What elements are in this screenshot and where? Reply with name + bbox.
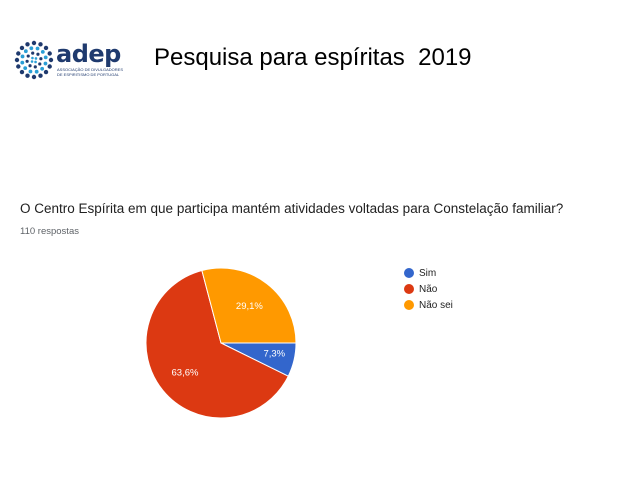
logo-dot: [23, 49, 28, 54]
logo-subtitle: ASSOCIAÇÃO DE DIVULGADORES DE ESPIRITISM…: [57, 67, 124, 77]
logo-dot: [34, 57, 38, 60]
logo-dot: [39, 57, 43, 61]
logo-dot: [25, 42, 30, 47]
legend-swatch: [404, 268, 414, 278]
logo-dot: [25, 59, 29, 63]
pie-chart: 7,3% 63,6% 29,1%: [145, 267, 297, 419]
legend-item: Não sei: [404, 297, 453, 313]
logo-dot: [40, 66, 45, 71]
logo-dot: [19, 69, 25, 75]
logo-dot: [34, 69, 39, 74]
logo-dot: [14, 57, 20, 63]
response-count: 110 respostas: [20, 226, 79, 237]
logo-dot: [43, 45, 49, 51]
logo-dot: [28, 69, 33, 74]
data-label-não-sei: 29,1%: [236, 301, 263, 312]
legend-label: Não: [419, 283, 438, 295]
logo-dot: [16, 51, 21, 56]
logo-dot: [20, 54, 25, 59]
logo-text: adep: [56, 40, 121, 68]
logo-dot: [20, 60, 25, 65]
logo-dot: [33, 65, 37, 69]
logo-dot: [29, 46, 34, 51]
legend-swatch: [404, 300, 414, 310]
logo-dot: [43, 69, 49, 75]
chart-title: O Centro Espírita em que participa manté…: [20, 201, 564, 216]
legend-item: Não: [404, 281, 453, 297]
logo-dot: [40, 49, 45, 54]
logo-dot: [23, 66, 28, 71]
pie-slice-não-sei: [201, 267, 297, 344]
logo-dot: [43, 61, 48, 66]
logo-dot: [26, 54, 30, 58]
logo-dot: [28, 64, 32, 68]
data-label-não: 63,6%: [172, 367, 199, 378]
pie-slice-não: [145, 269, 289, 419]
logo-dot: [47, 64, 52, 69]
logo-dot: [25, 73, 30, 78]
logo-dot: [19, 45, 25, 51]
logo-dot: [47, 51, 52, 56]
logo-dot: [30, 60, 34, 63]
logo-dot: [16, 64, 21, 69]
logo-dot: [34, 60, 37, 64]
adep-logo: adep ASSOCIAÇÃO DE DIVULGADORES DE ESPIR…: [14, 40, 124, 82]
legend-label: Não sei: [419, 299, 453, 311]
logo-dot: [31, 40, 37, 46]
legend-swatch: [404, 284, 414, 294]
logo-dot: [38, 42, 43, 47]
logo-dots-icon: [14, 40, 54, 80]
logo-dot: [36, 52, 40, 56]
legend-item: Sim: [404, 265, 453, 281]
slide-title: Pesquisa para espíritas 2019: [154, 44, 472, 71]
chart-legend: Sim Não Não sei: [404, 265, 453, 313]
logo-dot: [38, 62, 42, 66]
logo-dot: [48, 57, 54, 63]
legend-label: Sim: [419, 267, 437, 279]
logo-dot: [31, 51, 35, 55]
logo-dot: [31, 74, 37, 80]
logo-dot: [31, 56, 34, 60]
logo-dot: [43, 55, 48, 60]
logo-dot: [35, 46, 40, 51]
logo-dot: [38, 73, 43, 78]
data-label-sim: 7,3%: [263, 349, 285, 360]
